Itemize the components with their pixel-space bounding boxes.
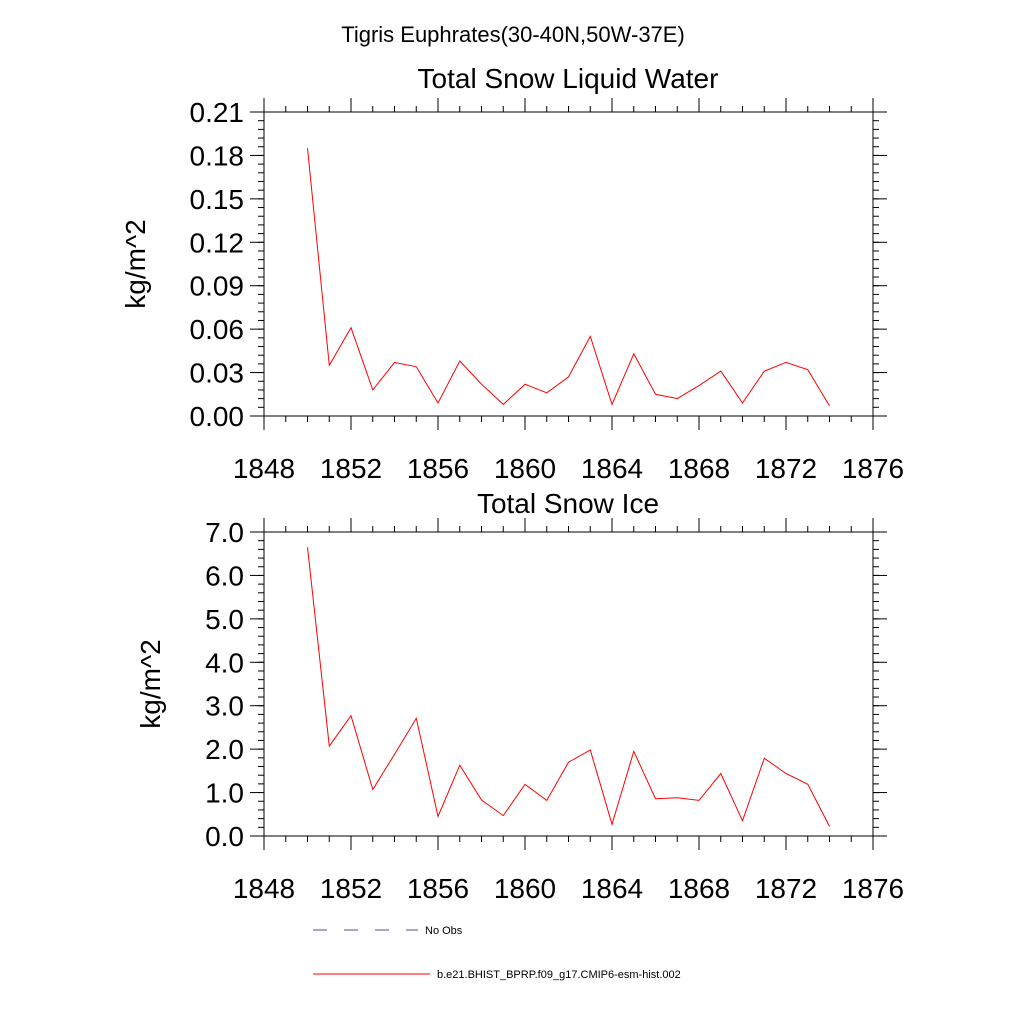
y-tick-label: 0.00 (190, 401, 245, 432)
x-tick-label: 1856 (407, 453, 469, 484)
x-tick-label: 1860 (494, 453, 556, 484)
legend-label-1: No Obs (425, 925, 463, 937)
y-tick-label: 0.12 (190, 227, 245, 258)
y-tick-label: 0.09 (190, 271, 245, 302)
y-tick-label: 3.0 (205, 691, 244, 722)
y-tick-label: 0.0 (205, 821, 244, 852)
figure-suptitle: Tigris Euphrates(30-40N,50W-37E) (341, 22, 685, 47)
y-tick-label: 0.15 (190, 184, 245, 215)
y-tick-label: 2.0 (205, 734, 244, 765)
series-line (307, 547, 830, 827)
y-tick-label: 0.06 (190, 314, 245, 345)
y-tick-label: 0.21 (190, 97, 245, 128)
x-tick-label: 1876 (842, 453, 904, 484)
x-tick-label: 1852 (320, 453, 382, 484)
y-tick-label: 0.18 (190, 140, 245, 171)
x-tick-label: 1864 (581, 873, 643, 904)
x-tick-label: 1868 (668, 873, 730, 904)
y-axis-title: kg/m^2 (135, 639, 166, 728)
x-tick-label: 1872 (755, 453, 817, 484)
chart-panels: 1848 1852 1856 1860 1864 1868 1872 18760.000.03… (120, 63, 904, 904)
x-tick-label: 1864 (581, 453, 643, 484)
y-tick-label: 1.0 (205, 778, 244, 809)
plot-frame (263, 531, 874, 837)
x-tick-label: 1856 (407, 873, 469, 904)
panel-title: Total Snow Liquid Water (418, 63, 719, 94)
x-tick-label: 1876 (842, 873, 904, 904)
plot-frame (263, 111, 874, 417)
y-axis-title: kg/m^2 (120, 219, 151, 308)
series-line (307, 148, 830, 407)
chart-panel-1: 1848 1852 1856 1860 1864 1868 1872 1876 0.00 0.03… (120, 63, 904, 484)
y-tick-label: 5.0 (205, 604, 244, 635)
chart-panel-2: 1848 1852 1856 1860 1864 1868 1872 1876 0.0 1.0 2.… (135, 488, 904, 904)
x-tick-label: 1848 (233, 453, 295, 484)
x-tick-label: 1852 (320, 873, 382, 904)
x-tick-label: 1868 (668, 453, 730, 484)
y-tick-label: 6.0 (205, 560, 244, 591)
x-tick-label: 1848 (233, 873, 295, 904)
x-tick-label: 1872 (755, 873, 817, 904)
y-tick-label: 7.0 (205, 517, 244, 548)
legend: No Obs b.e21.BHIST_BPRP.f09_g17.CMIP6-esm… (313, 925, 681, 981)
y-tick-label: 4.0 (205, 647, 244, 678)
x-tick-label: 1860 (494, 873, 556, 904)
y-tick-label: 0.03 (190, 358, 245, 389)
legend-label-2: b.e21.BHIST_BPRP.f09_g17.CMIP6-esm-hist.… (437, 969, 681, 981)
panel-title: Total Snow Ice (477, 488, 659, 519)
